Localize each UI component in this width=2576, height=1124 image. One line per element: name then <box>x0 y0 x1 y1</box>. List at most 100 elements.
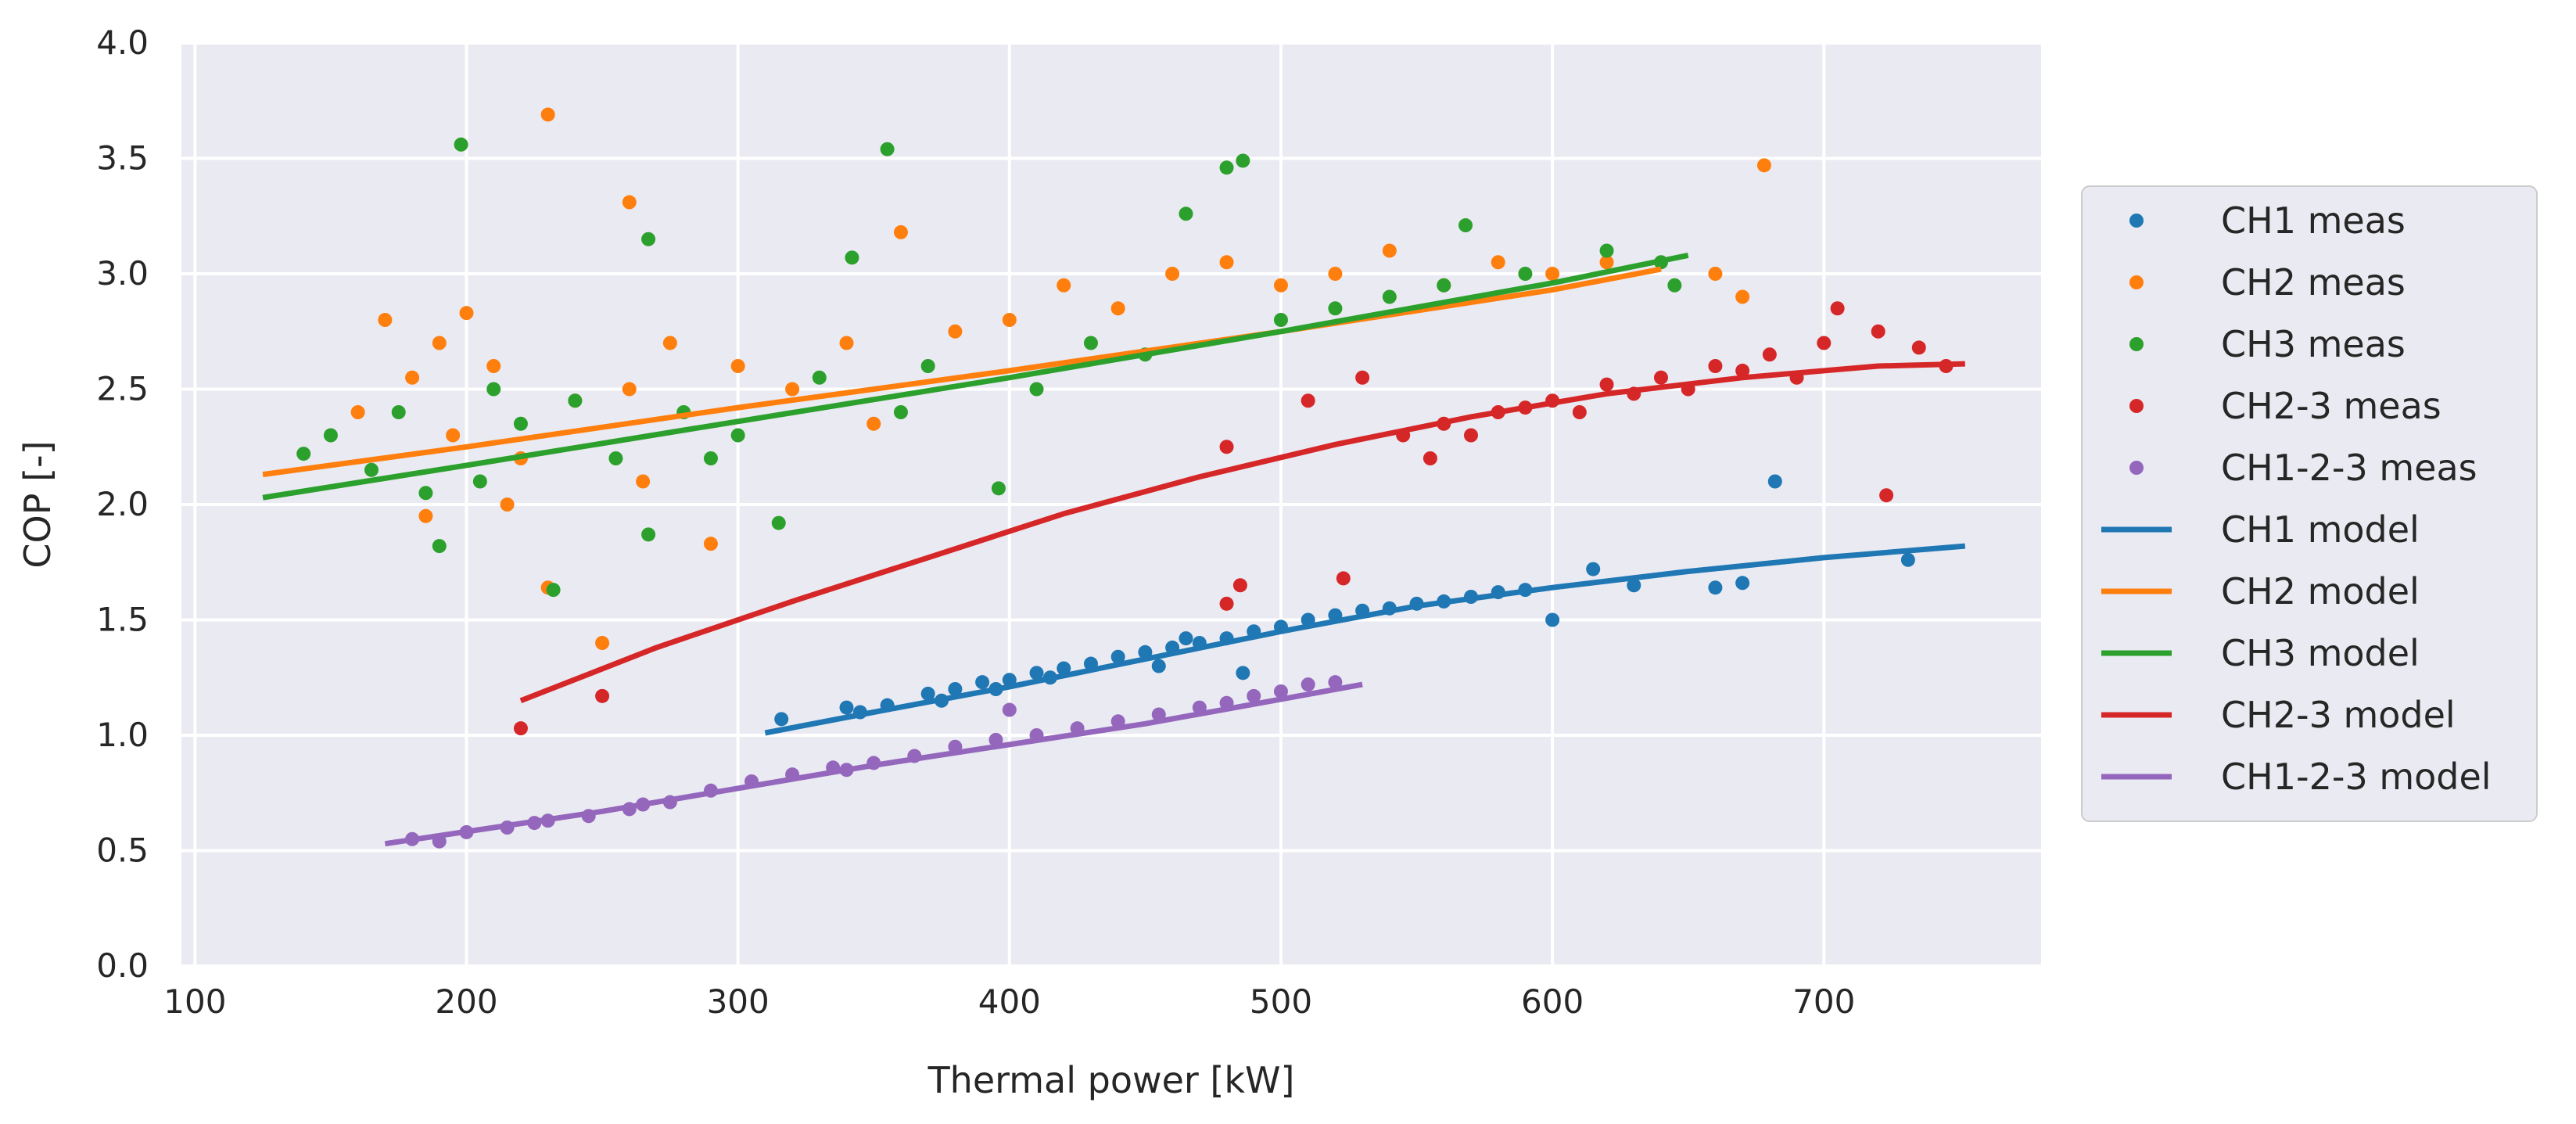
point-ch3-meas <box>1599 243 1614 258</box>
point-ch1-2-3-meas <box>1273 684 1288 698</box>
point-ch2-3-meas <box>1817 336 1832 350</box>
point-ch2-3-meas <box>1463 428 1478 443</box>
point-ch1-2-3-meas <box>1301 677 1315 692</box>
x-axis-label: Thermal power [kW] <box>927 1059 1295 1101</box>
point-ch3-meas <box>730 428 745 443</box>
point-ch2-meas <box>622 195 637 210</box>
point-ch2-meas <box>636 474 651 489</box>
point-ch2-meas <box>446 428 461 443</box>
point-ch3-meas <box>1518 267 1533 281</box>
point-ch2-meas <box>500 497 515 512</box>
point-ch1-meas <box>1545 612 1560 627</box>
point-ch2-meas <box>378 313 393 327</box>
y-tick-label: 1.5 <box>96 601 149 639</box>
point-ch2-meas <box>730 359 745 373</box>
x-tick-label: 200 <box>435 982 497 1021</box>
point-ch3-meas <box>472 474 487 489</box>
point-ch2-meas <box>1382 243 1397 258</box>
point-ch2-meas <box>432 336 447 350</box>
point-ch2-meas <box>418 508 433 523</box>
point-ch1-meas <box>1029 666 1044 681</box>
legend-label-ch1-meas: CH1 meas <box>2221 199 2406 242</box>
legend-label-ch3-meas: CH3 meas <box>2221 323 2406 365</box>
point-ch2-3-meas <box>1911 340 1926 355</box>
point-ch2-meas <box>662 336 677 350</box>
point-ch2-meas <box>486 359 501 373</box>
point-ch2-meas <box>1002 313 1017 327</box>
point-ch3-meas <box>1328 301 1343 316</box>
point-ch2-3-meas <box>1708 359 1723 373</box>
point-ch2-meas <box>405 370 420 385</box>
legend-marker-ch1-meas <box>2129 214 2144 228</box>
x-tick-label: 100 <box>163 982 226 1021</box>
point-ch2-3-meas <box>1301 393 1315 408</box>
y-axis-label: COP [-] <box>16 440 59 568</box>
point-ch3-meas <box>608 451 623 465</box>
point-ch3-meas <box>920 359 935 373</box>
point-ch3-meas <box>1219 160 1234 175</box>
point-ch2-3-meas <box>1572 405 1587 419</box>
point-ch1-meas <box>1586 562 1601 576</box>
point-ch2-3-meas <box>1423 451 1437 465</box>
point-ch1-2-3-meas <box>1247 688 1261 703</box>
legend-label-ch2-3-meas: CH2-3 meas <box>2221 385 2441 427</box>
point-ch2-meas <box>785 382 800 397</box>
point-ch2-3-meas <box>1879 488 1894 503</box>
legend-marker-ch2-3-meas <box>2129 399 2144 413</box>
point-ch3-meas <box>1382 289 1397 304</box>
point-ch2-3-meas <box>1219 440 1234 454</box>
point-ch2-meas <box>350 405 365 419</box>
point-ch3-meas <box>486 382 501 397</box>
y-tick-label: 1.0 <box>96 716 149 754</box>
point-ch2-meas <box>1735 289 1750 304</box>
y-tick-label: 2.5 <box>96 370 149 408</box>
legend-label-ch1-2-3-model: CH1-2-3 model <box>2221 756 2492 798</box>
point-ch2-meas <box>1219 255 1234 270</box>
point-ch2-meas <box>1057 278 1071 293</box>
point-ch2-3-meas <box>513 721 528 736</box>
point-ch1-meas <box>1110 649 1125 664</box>
y-tick-label: 2.0 <box>96 485 149 523</box>
y-tick-label: 4.0 <box>96 23 149 62</box>
point-ch2-meas <box>1273 278 1288 293</box>
point-ch3-meas <box>1273 313 1288 327</box>
point-ch1-meas <box>774 712 789 727</box>
point-ch3-meas <box>513 416 528 431</box>
legend-marker-ch2-meas <box>2129 275 2144 289</box>
point-ch3-meas <box>991 481 1006 496</box>
point-ch3-meas <box>1458 218 1473 233</box>
point-ch3-meas <box>296 447 311 461</box>
point-ch3-meas <box>391 405 406 419</box>
point-ch1-meas <box>1735 576 1750 591</box>
point-ch2-3-meas <box>1232 578 1247 593</box>
legend-label-ch1-model: CH1 model <box>2221 508 2420 551</box>
legend-label-ch3-model: CH3 model <box>2221 632 2420 674</box>
point-ch3-meas <box>364 462 379 477</box>
point-ch3-meas <box>812 370 827 385</box>
point-ch2-meas <box>1110 301 1125 316</box>
point-ch2-3-meas <box>1762 347 1777 362</box>
point-ch3-meas <box>1236 153 1250 168</box>
point-ch3-meas <box>641 232 656 246</box>
point-ch2-3-meas <box>1830 301 1845 316</box>
legend-label-ch2-meas: CH2 meas <box>2221 261 2406 303</box>
legend-marker-ch1-2-3-meas <box>2129 461 2144 475</box>
y-tick-label: 3.5 <box>96 139 149 178</box>
y-tick-label: 0.0 <box>96 946 149 985</box>
point-ch2-3-meas <box>1336 571 1351 586</box>
point-ch2-meas <box>1708 267 1723 281</box>
point-ch2-meas <box>1165 267 1180 281</box>
point-ch1-2-3-meas <box>1002 702 1017 717</box>
point-ch2-meas <box>1756 158 1771 173</box>
point-ch1-meas <box>1900 552 1915 567</box>
point-ch3-meas <box>771 515 786 530</box>
legend-label-ch1-2-3-meas: CH1-2-3 meas <box>2221 447 2477 489</box>
point-ch1-meas <box>920 686 935 701</box>
point-ch2-3-meas <box>1653 370 1668 385</box>
point-ch2-meas <box>1491 255 1505 270</box>
line-ch2-model <box>262 266 1662 478</box>
point-ch3-meas <box>323 428 338 443</box>
legend-marker-ch3-meas <box>2129 337 2144 351</box>
legend-label-ch2-3-model: CH2-3 model <box>2221 694 2456 736</box>
